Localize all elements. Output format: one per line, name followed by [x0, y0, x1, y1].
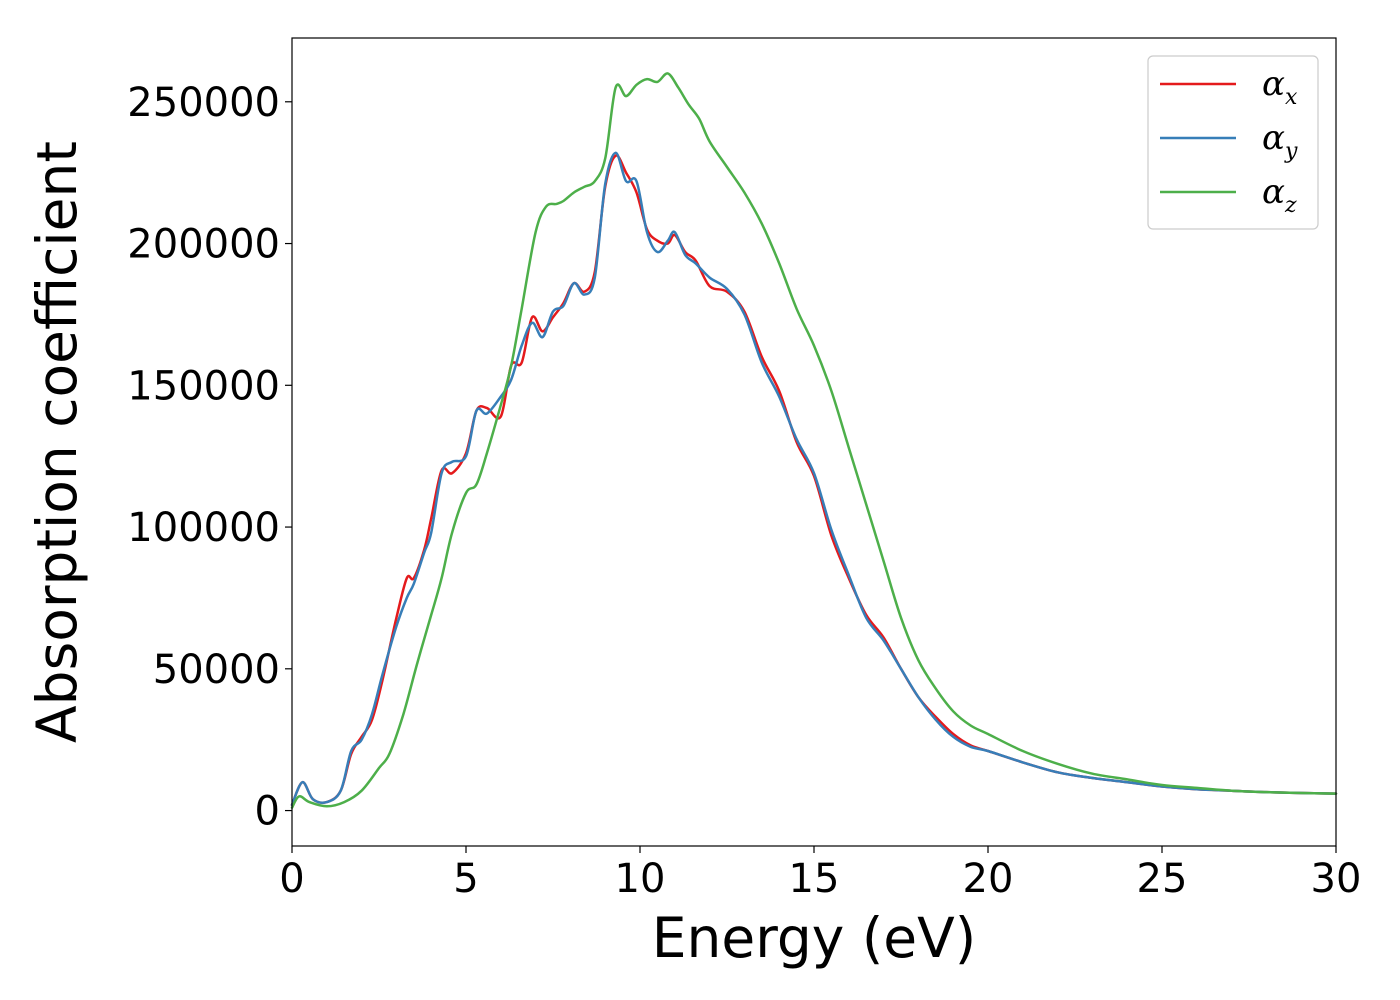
x-tick-label: 25: [1137, 856, 1188, 902]
x-tick-label: 5: [453, 856, 478, 902]
x-tick-label: 0: [279, 856, 304, 902]
y-tick-label: 0: [255, 789, 280, 835]
x-tick-label: 30: [1311, 856, 1362, 902]
x-tick-label: 20: [963, 856, 1014, 902]
y-tick-label: 150000: [127, 363, 280, 409]
series-line-x: [290, 154, 1338, 807]
y-axis-title: Absorption coefficient: [25, 141, 89, 743]
series-line-z: [290, 72, 1338, 809]
x-axis: 0 5 10 15 20 25 30: [279, 846, 1361, 902]
legend-label-z: αz: [1262, 172, 1297, 218]
legend-label-x: αx: [1262, 64, 1298, 110]
series-line-y: [290, 151, 1338, 807]
y-tick-label: 100000: [127, 505, 280, 551]
x-tick-label: 15: [789, 856, 840, 902]
x-axis-title: Energy (eV): [652, 906, 976, 970]
legend-label-y: αy: [1262, 118, 1298, 164]
y-tick-label: 250000: [127, 80, 280, 126]
series-layer: [290, 72, 1338, 809]
legend-frame: [1147, 55, 1319, 230]
x-tick-label: 10: [615, 856, 666, 902]
y-axis: 0 50000 100000 150000 200000 250000: [127, 80, 292, 835]
y-tick-label: 50000: [153, 647, 280, 693]
legend: αx αy αz: [1147, 55, 1319, 230]
y-tick-label: 200000: [127, 222, 280, 268]
